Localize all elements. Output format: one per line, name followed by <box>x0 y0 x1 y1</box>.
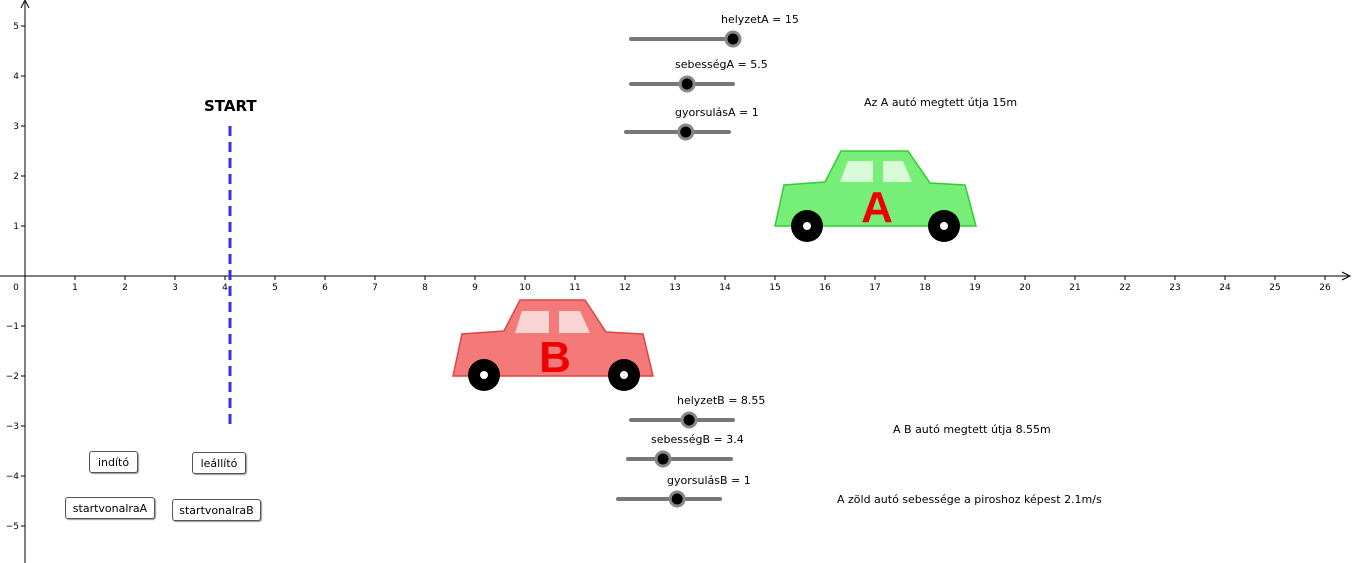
y-tick-labels: 5 4 3 2 1 −1 −2 −3 −4 −5 <box>6 22 25 532</box>
x-tick-label: 18 <box>919 283 931 293</box>
x-tick-labels: 0 1 2 3 4 5 6 7 8 9 10 11 12 13 14 15 16 17 18 19 20 21 22 23 24… <box>13 276 1331 293</box>
car-b-letter: B <box>539 333 571 382</box>
relative-speed-text: A zöld autó sebessége a piroshoz képest … <box>837 493 1102 506</box>
y-tick-label: 1 <box>13 222 19 232</box>
car-b-window-right <box>559 311 590 333</box>
slider-label-helyzetB: helyzetB = 8.55 <box>677 394 766 407</box>
x-tick-label: 5 <box>272 283 278 293</box>
x-tick-label: 2 <box>122 283 128 293</box>
car-a-wheel-left-hub <box>803 222 811 230</box>
x-tick-label: 4 <box>222 283 228 293</box>
y-tick-label: 2 <box>13 172 19 182</box>
car-b-body <box>452 299 654 377</box>
x-tick-label: 8 <box>422 283 428 293</box>
slider-knob[interactable] <box>654 450 672 468</box>
x-tick-label: 19 <box>969 283 981 293</box>
leallito-button[interactable]: leállító <box>192 452 246 474</box>
x-tick-label: 3 <box>172 283 178 293</box>
slider-label-helyzetA: helyzetA = 15 <box>721 13 799 26</box>
car-a-wheel-right-hub <box>940 222 948 230</box>
slider-label-sebessegB: sebességB = 3.4 <box>651 433 744 446</box>
slider-knob[interactable] <box>677 123 695 141</box>
car-a[interactable]: A <box>774 150 977 242</box>
startvonalraA-button[interactable]: startvonalraA <box>65 497 155 519</box>
slider-knob[interactable] <box>724 30 742 48</box>
slider-sebessegB[interactable] <box>626 450 733 468</box>
x-tick-label: 1 <box>72 283 78 293</box>
x-tick-label: 15 <box>769 283 780 293</box>
x-tick-label: 14 <box>719 283 731 293</box>
x-tick-label: 20 <box>1019 283 1031 293</box>
x-tick-label: 7 <box>372 283 378 293</box>
slider-knob[interactable] <box>668 490 686 508</box>
x-tick-label: 0 <box>13 283 19 293</box>
x-tick-label: 13 <box>669 283 680 293</box>
x-tick-label: 6 <box>322 283 328 293</box>
x-tick-label: 21 <box>1069 283 1080 293</box>
x-tick-label: 11 <box>569 283 580 293</box>
slider-knob[interactable] <box>680 411 698 429</box>
car-a-window-left <box>840 161 873 182</box>
startvonalraB-button[interactable]: startvonalraB <box>172 499 261 521</box>
y-tick-label: 4 <box>13 72 19 82</box>
x-tick-label: 16 <box>819 283 831 293</box>
x-tick-label: 9 <box>472 283 478 293</box>
slider-gyorsulasB[interactable] <box>616 490 722 508</box>
slider-label-gyorsulasA: gyorsulásA = 1 <box>675 106 759 119</box>
x-axis-arrow <box>1341 271 1352 281</box>
b-distance-text: A B autó megtett útja 8.55m <box>893 423 1051 436</box>
x-tick-label: 22 <box>1119 283 1130 293</box>
x-tick-label: 25 <box>1269 283 1280 293</box>
a-distance-text: Az A autó megtett útja 15m <box>864 96 1018 109</box>
x-tick-label: 23 <box>1169 283 1180 293</box>
slider-label-gyorsulasB: gyorsulásB = 1 <box>667 474 751 487</box>
slider-knob[interactable] <box>678 75 696 93</box>
slider-gyorsulasA[interactable] <box>624 123 731 141</box>
slider-helyzetA[interactable] <box>629 30 742 48</box>
x-tick-label: 10 <box>519 283 531 293</box>
car-b[interactable]: B <box>452 299 654 391</box>
x-tick-label: 26 <box>1319 283 1331 293</box>
y-tick-label: −1 <box>6 322 19 332</box>
y-tick-label: 3 <box>13 122 19 132</box>
x-tick-label: 12 <box>619 283 630 293</box>
x-tick-label: 24 <box>1219 283 1231 293</box>
start-label: START <box>204 97 257 115</box>
slider-helyzetB[interactable] <box>629 411 735 429</box>
car-a-letter: A <box>861 183 893 232</box>
y-tick-label: 5 <box>13 22 19 32</box>
y-tick-label: −3 <box>6 422 19 432</box>
car-a-window-right <box>883 161 912 182</box>
car-a-body <box>774 150 977 227</box>
y-axis-arrow <box>20 0 30 9</box>
x-tick-label: 17 <box>869 283 880 293</box>
car-b-wheel-right-hub <box>620 371 628 379</box>
car-b-wheel-left-hub <box>480 371 488 379</box>
y-tick-label: −5 <box>6 522 19 532</box>
slider-label-sebessegA: sebességA = 5.5 <box>675 58 768 71</box>
indito-button[interactable]: indító <box>89 451 138 473</box>
car-b-window-left <box>515 311 549 333</box>
y-tick-label: −2 <box>6 372 19 382</box>
y-tick-label: −4 <box>6 472 20 482</box>
slider-sebessegA[interactable] <box>629 75 735 93</box>
